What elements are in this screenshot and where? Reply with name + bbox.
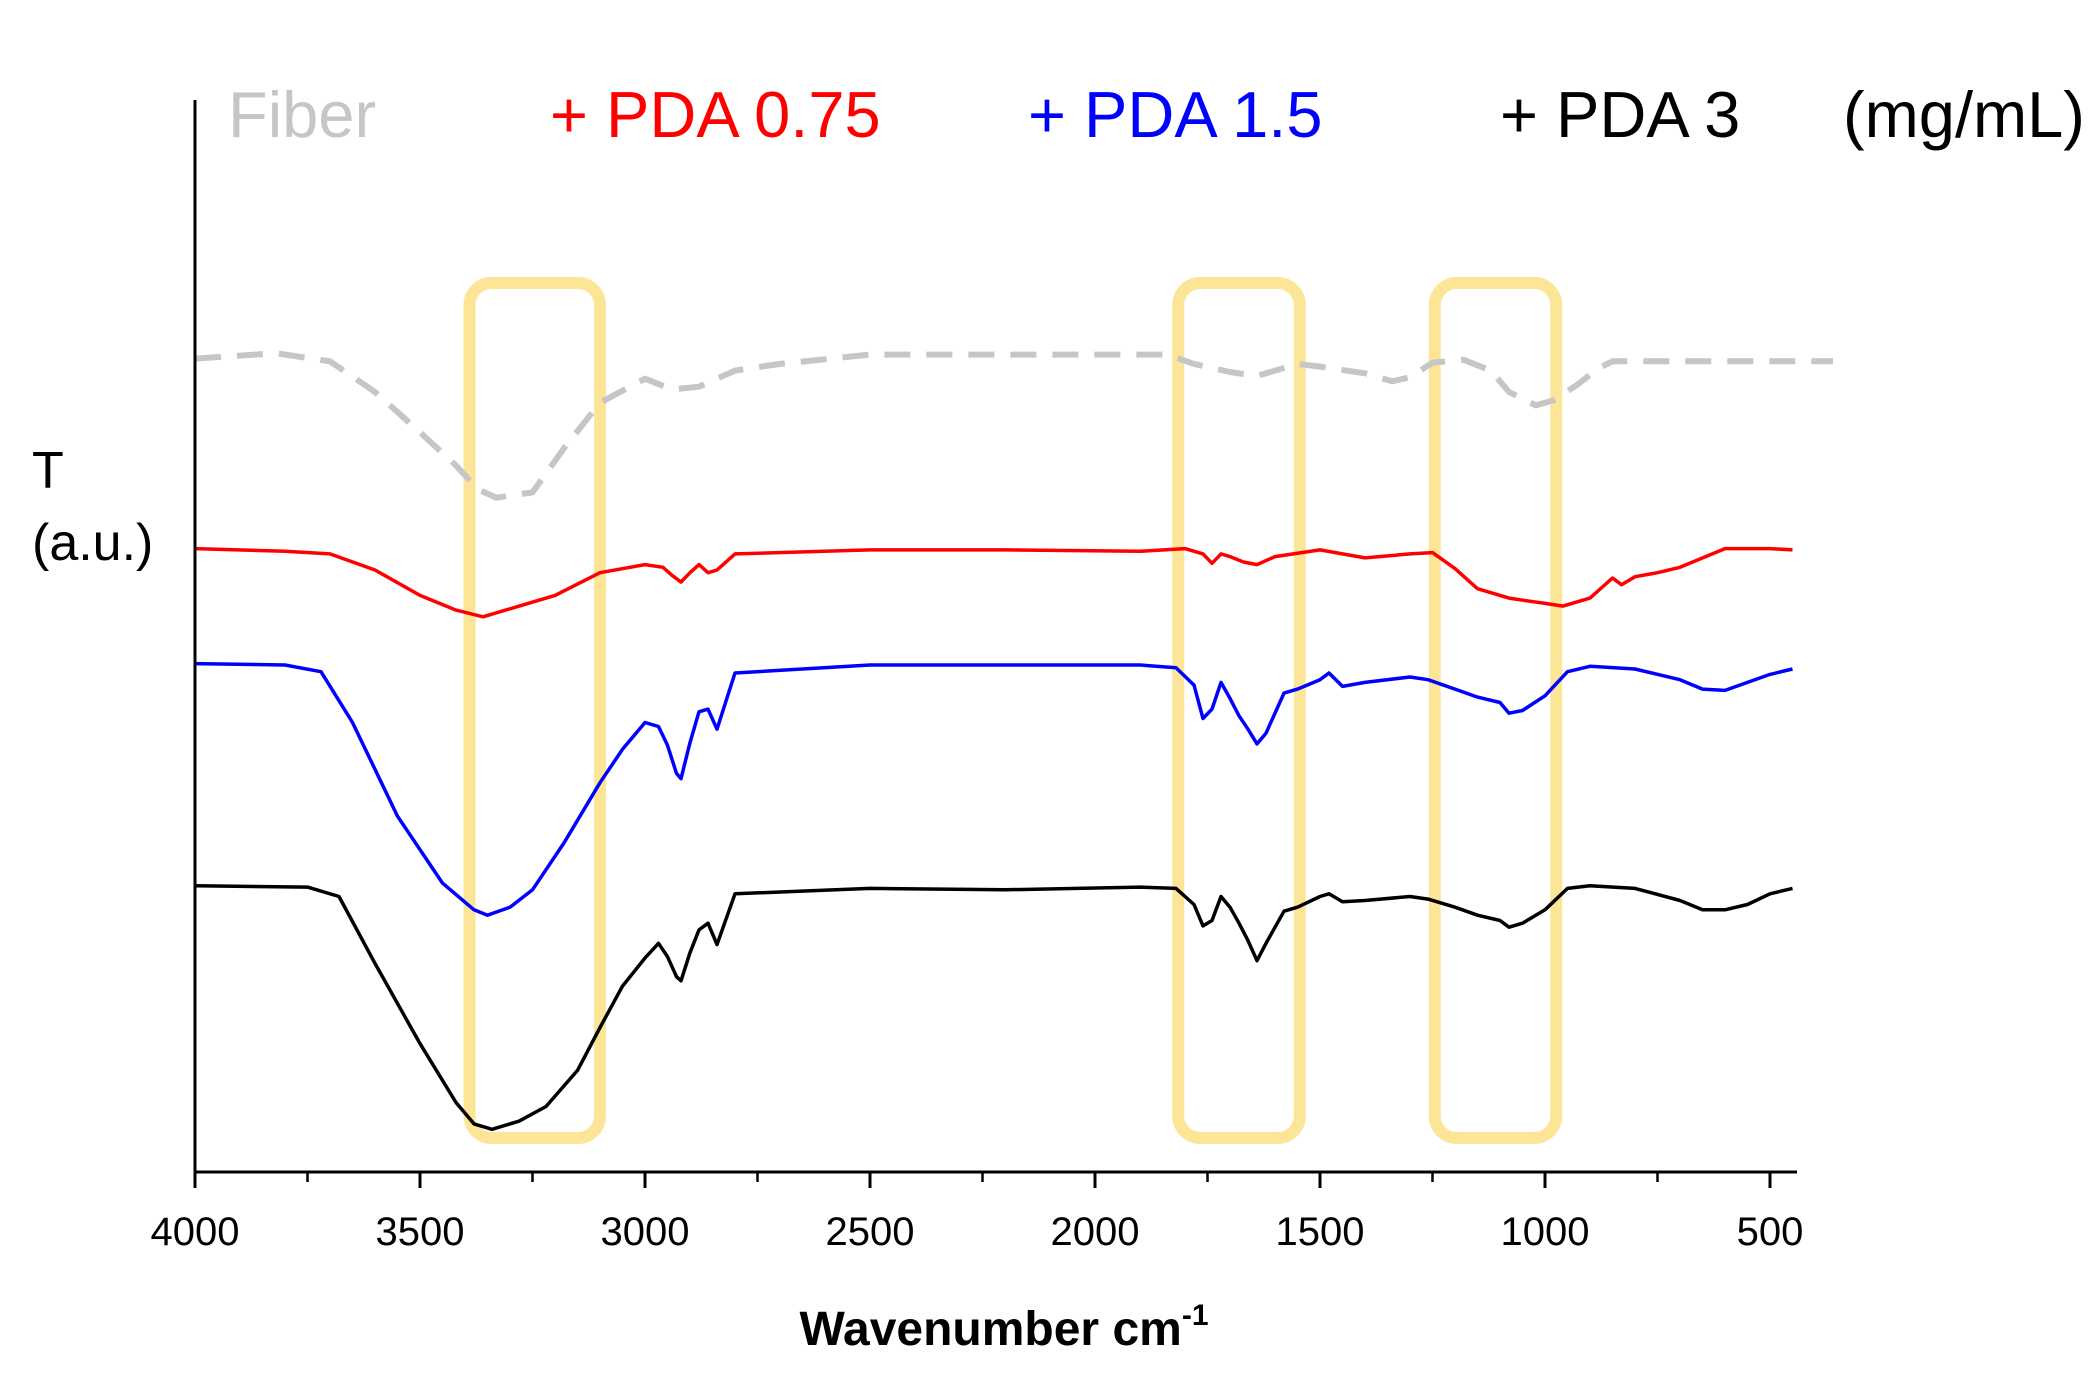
x-tick-label-3500: 3500 (376, 1210, 465, 1254)
legend-units: (mg/mL) (1843, 78, 2085, 151)
highlight-bands (463, 277, 1563, 1144)
x-tick-label-2500: 2500 (826, 1210, 915, 1254)
x-ticks: 4000 3500 3000 2500 2000 1500 1000 500 (151, 1172, 1804, 1254)
legend-pda-0-75: + PDA 0.75 (550, 78, 881, 151)
series-line-fiber (194, 350, 1833, 501)
highlight-band-2 (1172, 277, 1306, 1144)
x-tick-label-1000: 1000 (1501, 1210, 1590, 1254)
x-tick-label-2000: 2000 (1051, 1210, 1140, 1254)
series-line-pda-1-5 (194, 661, 1793, 917)
series-line-pda-3 (194, 884, 1793, 1132)
legend-pda-1-5: + PDA 1.5 (1028, 78, 1323, 151)
x-axis-title-superscript: -1 (1182, 1299, 1209, 1332)
x-tick-label-4000: 4000 (151, 1210, 240, 1254)
x-axis-title-main: Wavenumber cm (799, 1303, 1181, 1356)
x-tick-label-1500: 1500 (1276, 1210, 1365, 1254)
y-axis-label-line2: (a.u.) (32, 514, 153, 572)
highlight-band-3 (1428, 277, 1563, 1144)
legend-pda-3: + PDA 3 (1500, 78, 1740, 151)
legend-fiber: Fiber (228, 78, 376, 151)
x-axis-title: Wavenumber cm-1 (799, 1299, 1208, 1356)
series-line-pda-0-75 (194, 546, 1793, 619)
highlight-band-1 (463, 277, 606, 1144)
x-tick-label-500: 500 (1737, 1210, 1804, 1254)
y-axis-label-line1: T (32, 442, 64, 500)
series-group (194, 350, 1833, 1132)
legend: Fiber + PDA 0.75 + PDA 1.5 + PDA 3 (mg/m… (228, 78, 2085, 151)
x-tick-label-3000: 3000 (601, 1210, 690, 1254)
